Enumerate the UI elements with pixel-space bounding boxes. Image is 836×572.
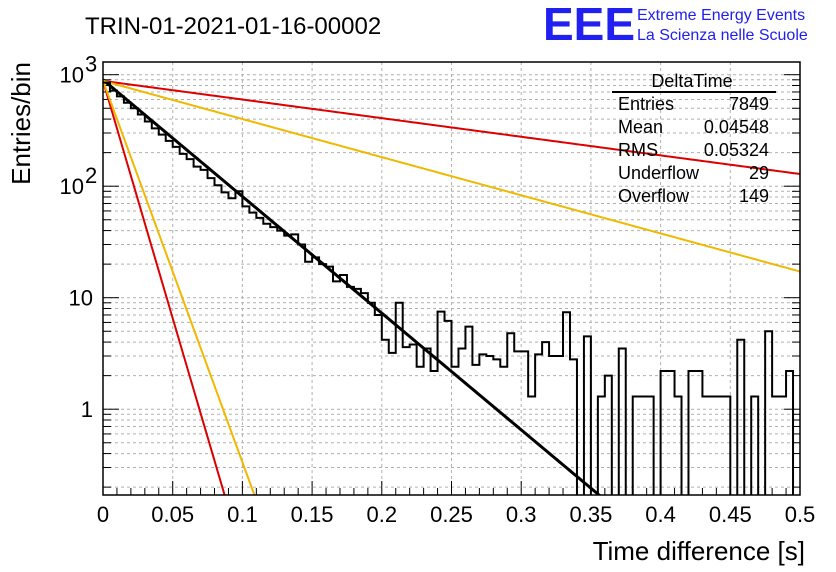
- x-tick-label: 0.1: [227, 502, 258, 527]
- stats-rows: Entries 7849 Mean 0.04548 RMS 0.05324Underflo…: [618, 94, 769, 206]
- stats-row-label: Mean: [618, 117, 663, 137]
- stats-row-label: Entries: [618, 94, 674, 114]
- y-tick-label: 10: [60, 63, 84, 88]
- stats-row-value: 0.05324: [704, 140, 769, 160]
- fit-line: [103, 79, 800, 273]
- x-tick-label: 0.05: [151, 502, 194, 527]
- fit-line: [103, 80, 256, 495]
- stats-box: DeltaTime Entries 7849 Mean 0.04548 RMS 0.053…: [612, 71, 776, 206]
- logo-line-2: La Scienza nelle Scuole: [637, 27, 808, 44]
- stats-row-label: RMS: [618, 140, 658, 160]
- chart-title: TRIN-01-2021-01-16-00002: [85, 13, 381, 40]
- logo-line-1: Extreme Energy Events: [637, 7, 805, 24]
- stats-row-value: 0.04548: [704, 117, 769, 137]
- y-tick-label: 10: [60, 174, 84, 199]
- fit-line: [103, 78, 602, 495]
- x-tick-label: 0.4: [645, 502, 676, 527]
- stats-title: DeltaTime: [651, 71, 732, 91]
- histogram-steps: [103, 81, 795, 495]
- logo-mark: EEE: [543, 0, 635, 50]
- fit-line: [103, 79, 800, 176]
- fit-line: [103, 80, 226, 495]
- x-tick-label: 0: [97, 502, 109, 527]
- y-tick-exponent: 2: [85, 163, 97, 188]
- stats-row-label: Underflow: [618, 163, 700, 183]
- y-tick-label: 10: [69, 286, 93, 311]
- x-tick-label: 0.45: [709, 502, 752, 527]
- series-layer: [103, 78, 800, 495]
- x-tick-label: 0.3: [506, 502, 537, 527]
- x-tick-label: 0.5: [785, 502, 816, 527]
- x-tick-label: 0.15: [291, 502, 334, 527]
- stats-row-value: 149: [739, 186, 769, 206]
- stats-row-value: 29: [749, 163, 769, 183]
- plot-frame: [102, 61, 801, 496]
- x-tick-label: 0.25: [430, 502, 473, 527]
- grid: [103, 62, 800, 495]
- y-axis-title: Entries/bin: [6, 62, 36, 185]
- x-axis-ticks: 0 0.05 0.1 0.15 0.2 0.25 0.3 0.35 0.4 0.45 0.5: [97, 502, 815, 527]
- eee-logo: EEE Extreme Energy Events La Scienza nel…: [543, 0, 808, 50]
- x-axis-title: Time difference [s]: [593, 536, 805, 566]
- y-tick-label: 1: [81, 397, 93, 422]
- stats-row-value: 7849: [729, 94, 769, 114]
- x-tick-label: 0.35: [569, 502, 612, 527]
- x-tick-label: 0.2: [367, 502, 398, 527]
- y-tick-exponent: 3: [85, 52, 97, 77]
- stats-row-label: Overflow: [618, 186, 690, 206]
